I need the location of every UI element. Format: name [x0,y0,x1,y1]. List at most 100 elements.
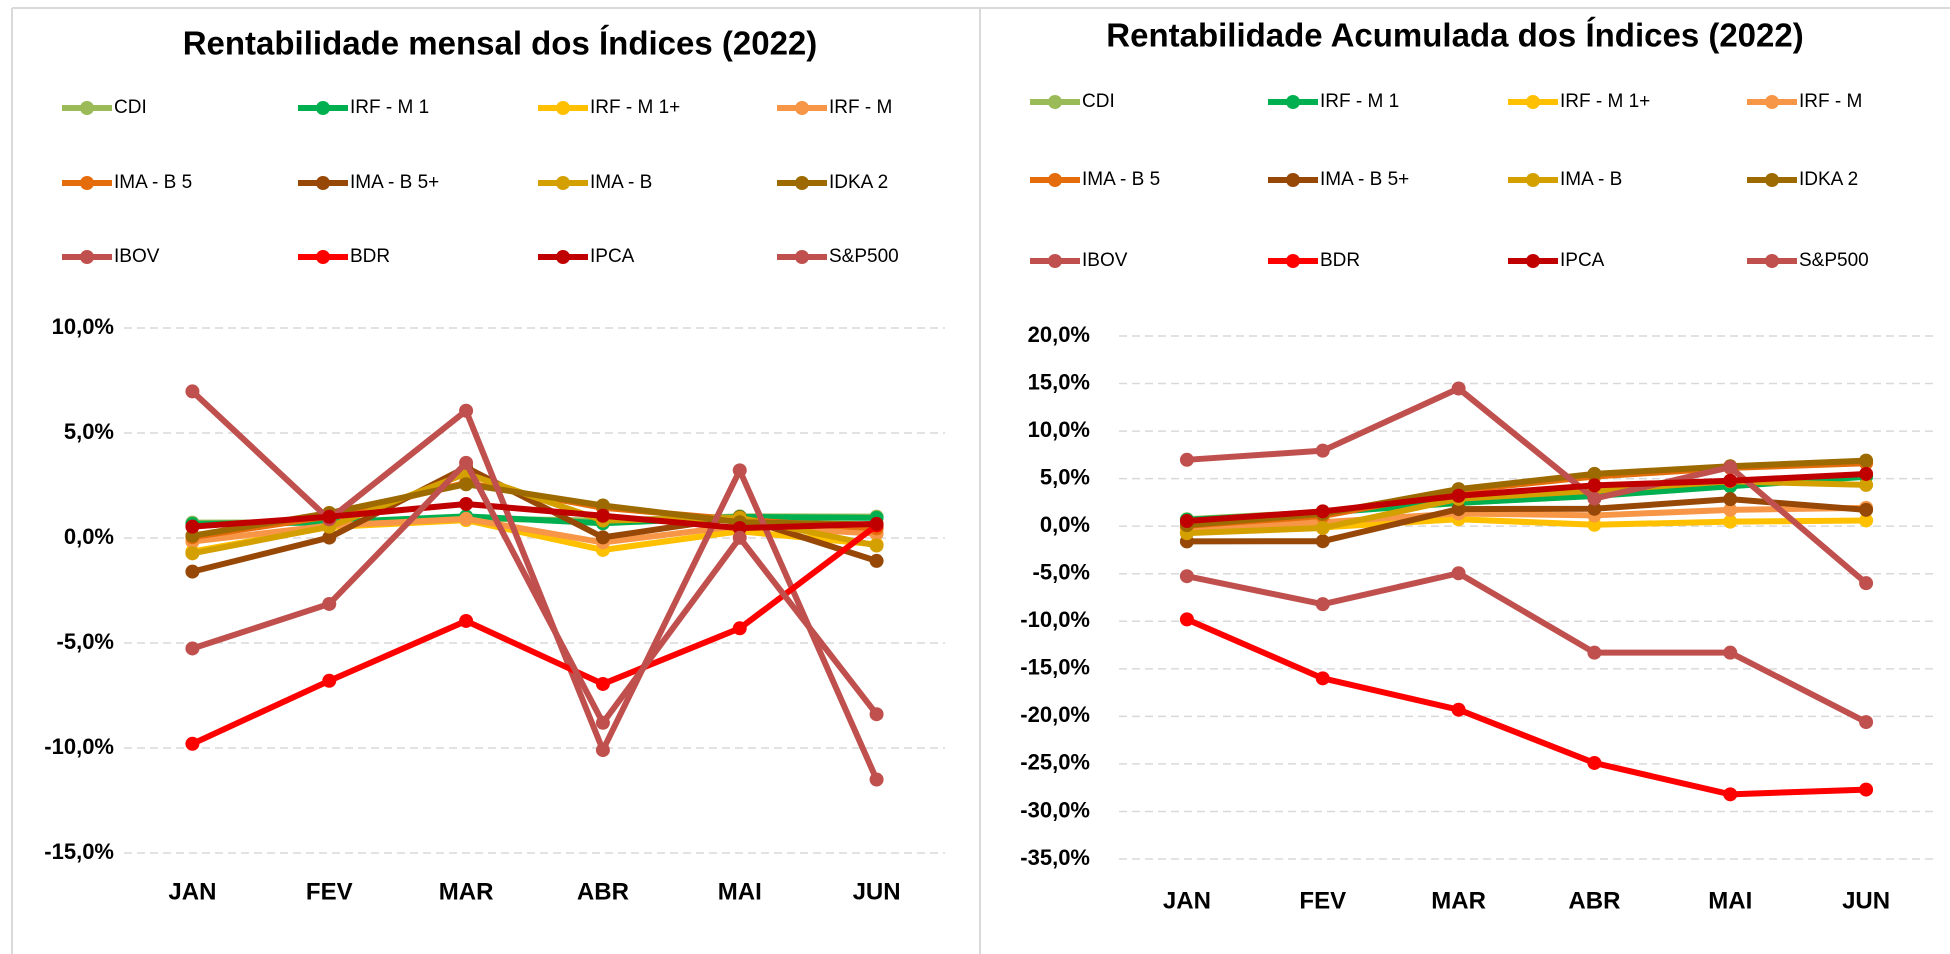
data-point [1315,520,1330,535]
x-tick-label: MAR [439,878,494,905]
legend-label: CDI [1082,91,1115,112]
legend-label: IMA - B 5+ [350,172,439,193]
data-point [1723,460,1738,475]
data-point [1587,478,1602,493]
data-point [185,519,200,534]
y-tick-label: 5,0% [1040,464,1090,489]
data-point [869,538,884,553]
legend-marker [556,101,570,115]
data-point [1315,504,1330,519]
legend-marker [1286,173,1300,187]
data-point [1587,501,1602,516]
data-point [322,596,337,611]
series-line [1186,496,1867,545]
y-tick-label: 0,0% [1040,512,1090,537]
data-point [1587,755,1602,770]
series-line [192,500,877,532]
legend-label: CDI [114,97,147,118]
series-line [1186,470,1867,525]
legend-marker [556,250,570,264]
legend-marker [1048,95,1062,109]
y-tick-label: -15,0% [44,839,114,864]
y-tick-label: 0,0% [64,524,114,549]
series-line [1185,616,1867,798]
data-point [1451,566,1466,581]
legend-marker [316,101,330,115]
y-tick-label: 15,0% [1028,369,1090,394]
series-line [190,389,880,781]
legend-label: IMA - B 5 [1082,169,1160,190]
data-point [1587,466,1602,481]
data-point [1587,491,1602,506]
data-point [869,553,884,568]
x-tick-label: FEV [1299,887,1346,914]
data-point [869,516,884,531]
y-tick-label: -10,0% [1020,607,1090,632]
legend-label: BDR [350,246,390,267]
data-point [869,707,884,722]
data-point [1723,514,1738,529]
data-point [1451,702,1466,717]
legend-marker [1286,95,1300,109]
data-point [1859,466,1874,481]
legend-label: IRF - M 1 [350,97,429,118]
x-tick-label: MAI [1708,887,1752,914]
legend-label: IMA - B 5 [114,172,192,193]
data-point [1451,381,1466,396]
data-point [1315,534,1330,549]
legend-label: IMA - B [1560,169,1622,190]
data-point [869,772,884,787]
legend-label: IRF - M [829,97,892,118]
x-tick-label: JAN [1163,887,1211,914]
legend-label: S&P500 [1799,250,1869,271]
data-point [1723,645,1738,660]
data-point [1859,715,1874,730]
data-point [732,521,747,536]
y-tick-label: 10,0% [52,314,114,339]
legend-label: IMA - B 5+ [1320,169,1409,190]
data-point [459,496,474,511]
legend-label: IBOV [1082,250,1128,271]
series-line [1186,504,1867,531]
legend-marker [1765,173,1779,187]
data-point [1723,502,1738,517]
y-tick-label: -5,0% [1033,560,1090,585]
data-point [1179,569,1194,584]
data-point [322,509,337,524]
legend-marker [316,176,330,190]
data-point [1315,597,1330,612]
data-point [732,621,747,636]
data-point [595,743,610,758]
x-tick-label: JUN [1842,887,1890,914]
data-point [595,676,610,691]
data-point [1859,513,1874,528]
data-point [595,508,610,523]
legend-marker [316,250,330,264]
data-point [185,641,200,656]
legend-marker [1526,173,1540,187]
data-point [732,530,747,545]
data-point [459,511,474,526]
data-point [185,736,200,751]
y-tick-label: -20,0% [1020,702,1090,727]
data-point [732,463,747,478]
chart-title: Rentabilidade Acumulada dos Índices (202… [1106,17,1803,54]
legend-marker [80,176,94,190]
y-tick-label: -35,0% [1020,845,1090,870]
data-point [1179,612,1194,627]
data-point [1723,492,1738,507]
x-tick-label: ABR [1568,887,1620,914]
data-point [1859,453,1874,468]
y-tick-label: 20,0% [1028,322,1090,347]
legend-marker [1526,95,1540,109]
legend-label: IMA - B [590,172,652,193]
data-point [1451,502,1466,517]
chart-title: Rentabilidade mensal dos Índices (2022) [183,25,818,62]
data-point [595,715,610,730]
legend-marker [1765,95,1779,109]
y-tick-label: -5,0% [57,629,114,654]
legend-marker [1048,254,1062,268]
legend-label: IDKA 2 [1799,169,1858,190]
x-tick-label: MAI [718,878,762,905]
